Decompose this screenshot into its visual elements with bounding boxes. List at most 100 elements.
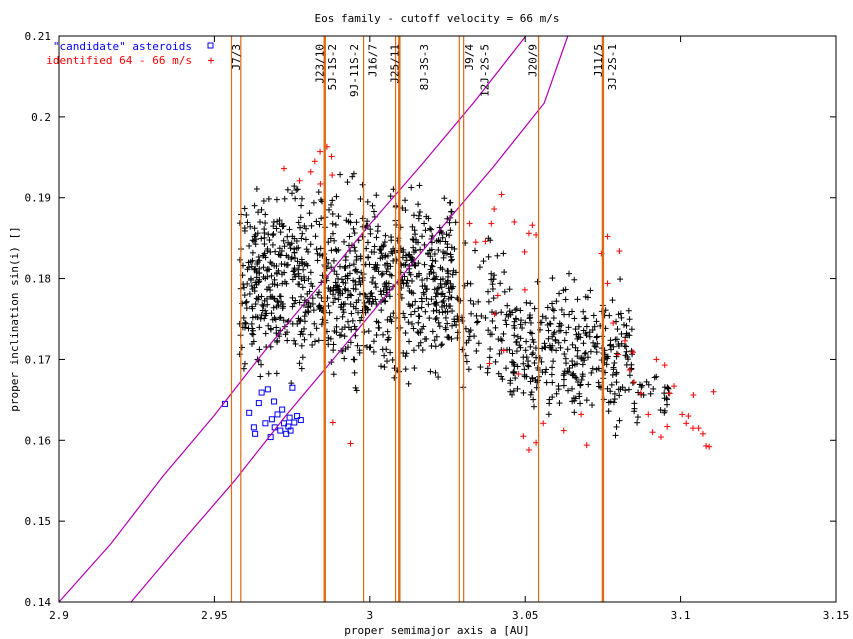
identified-point <box>666 390 673 397</box>
family-point <box>264 273 271 280</box>
family-point <box>236 351 243 358</box>
family-point <box>270 304 277 311</box>
family-point <box>545 411 552 418</box>
family-point <box>263 310 270 317</box>
family-point <box>277 314 284 321</box>
family-point <box>376 246 383 253</box>
family-point <box>401 273 408 280</box>
family-point <box>445 270 452 277</box>
family-point <box>280 317 287 324</box>
family-point <box>574 296 581 303</box>
family-point <box>316 221 323 228</box>
family-point <box>661 407 668 414</box>
family-point <box>408 254 415 261</box>
family-point <box>387 316 394 323</box>
family-point <box>352 247 359 254</box>
family-point <box>361 299 368 306</box>
family-point <box>340 309 347 316</box>
family-point <box>503 321 510 328</box>
family-point <box>242 319 249 326</box>
family-point <box>289 190 296 197</box>
family-point <box>333 329 340 336</box>
family-point <box>294 320 301 327</box>
family-point <box>472 247 479 254</box>
family-point <box>391 374 398 381</box>
family-point <box>546 396 553 403</box>
family-point <box>328 201 335 208</box>
family-point <box>489 317 496 324</box>
family-point <box>295 244 302 251</box>
legend-candidate-label: "candidate" asteroids <box>53 40 192 53</box>
family-point <box>400 280 407 287</box>
family-point <box>556 400 563 407</box>
family-point <box>269 316 276 323</box>
family-point <box>514 363 521 370</box>
family-point <box>310 307 317 314</box>
family-point <box>590 339 597 346</box>
family-point <box>264 301 271 308</box>
family-point <box>555 339 562 346</box>
family-point <box>449 308 456 315</box>
family-point <box>500 330 507 337</box>
family-point <box>331 237 338 244</box>
family-point <box>284 233 291 240</box>
family-point <box>583 397 590 404</box>
family-point <box>578 376 585 383</box>
family-point <box>286 226 293 233</box>
family-point <box>350 261 357 268</box>
family-point <box>236 220 243 227</box>
family-point <box>631 400 638 407</box>
family-point <box>612 432 619 439</box>
family-point <box>267 326 274 333</box>
family-point <box>265 370 272 377</box>
family-point <box>520 389 527 396</box>
family-point <box>400 310 407 317</box>
family-point <box>576 393 583 400</box>
candidate-point <box>279 406 286 413</box>
family-point <box>503 365 510 372</box>
family-point <box>604 355 611 362</box>
family-point <box>296 360 303 367</box>
family-point <box>253 295 260 302</box>
family-point <box>534 278 541 285</box>
family-point <box>296 262 303 269</box>
family-point <box>638 384 645 391</box>
family-point <box>260 264 267 271</box>
family-point <box>431 300 438 307</box>
family-point <box>619 384 626 391</box>
family-point <box>593 349 600 356</box>
family-point <box>373 331 380 338</box>
identified-point <box>498 191 505 198</box>
candidate-point <box>297 417 304 424</box>
identified-point <box>671 383 678 390</box>
family-point <box>568 308 575 315</box>
family-point <box>241 205 248 212</box>
family-point <box>527 343 534 350</box>
family-point <box>592 343 599 350</box>
family-point <box>273 225 280 232</box>
family-point <box>428 342 435 349</box>
family-point <box>448 294 455 301</box>
family-point <box>387 263 394 270</box>
family-point <box>580 340 587 347</box>
family-point <box>384 358 391 365</box>
family-point <box>352 384 359 391</box>
family-point <box>476 264 483 271</box>
family-point <box>296 299 303 306</box>
family-point <box>607 388 614 395</box>
identified-point <box>486 360 493 367</box>
family-point <box>591 323 598 330</box>
candidate-point <box>246 409 253 416</box>
family-point <box>508 358 515 365</box>
family-point <box>377 288 384 295</box>
family-point <box>562 296 569 303</box>
family-point <box>388 233 395 240</box>
family-point <box>405 380 412 387</box>
family-point <box>524 362 531 369</box>
family-point <box>357 317 364 324</box>
family-point <box>581 315 588 322</box>
family-point <box>338 276 345 283</box>
family-point <box>365 254 372 261</box>
family-point <box>330 371 337 378</box>
family-point <box>573 375 580 382</box>
